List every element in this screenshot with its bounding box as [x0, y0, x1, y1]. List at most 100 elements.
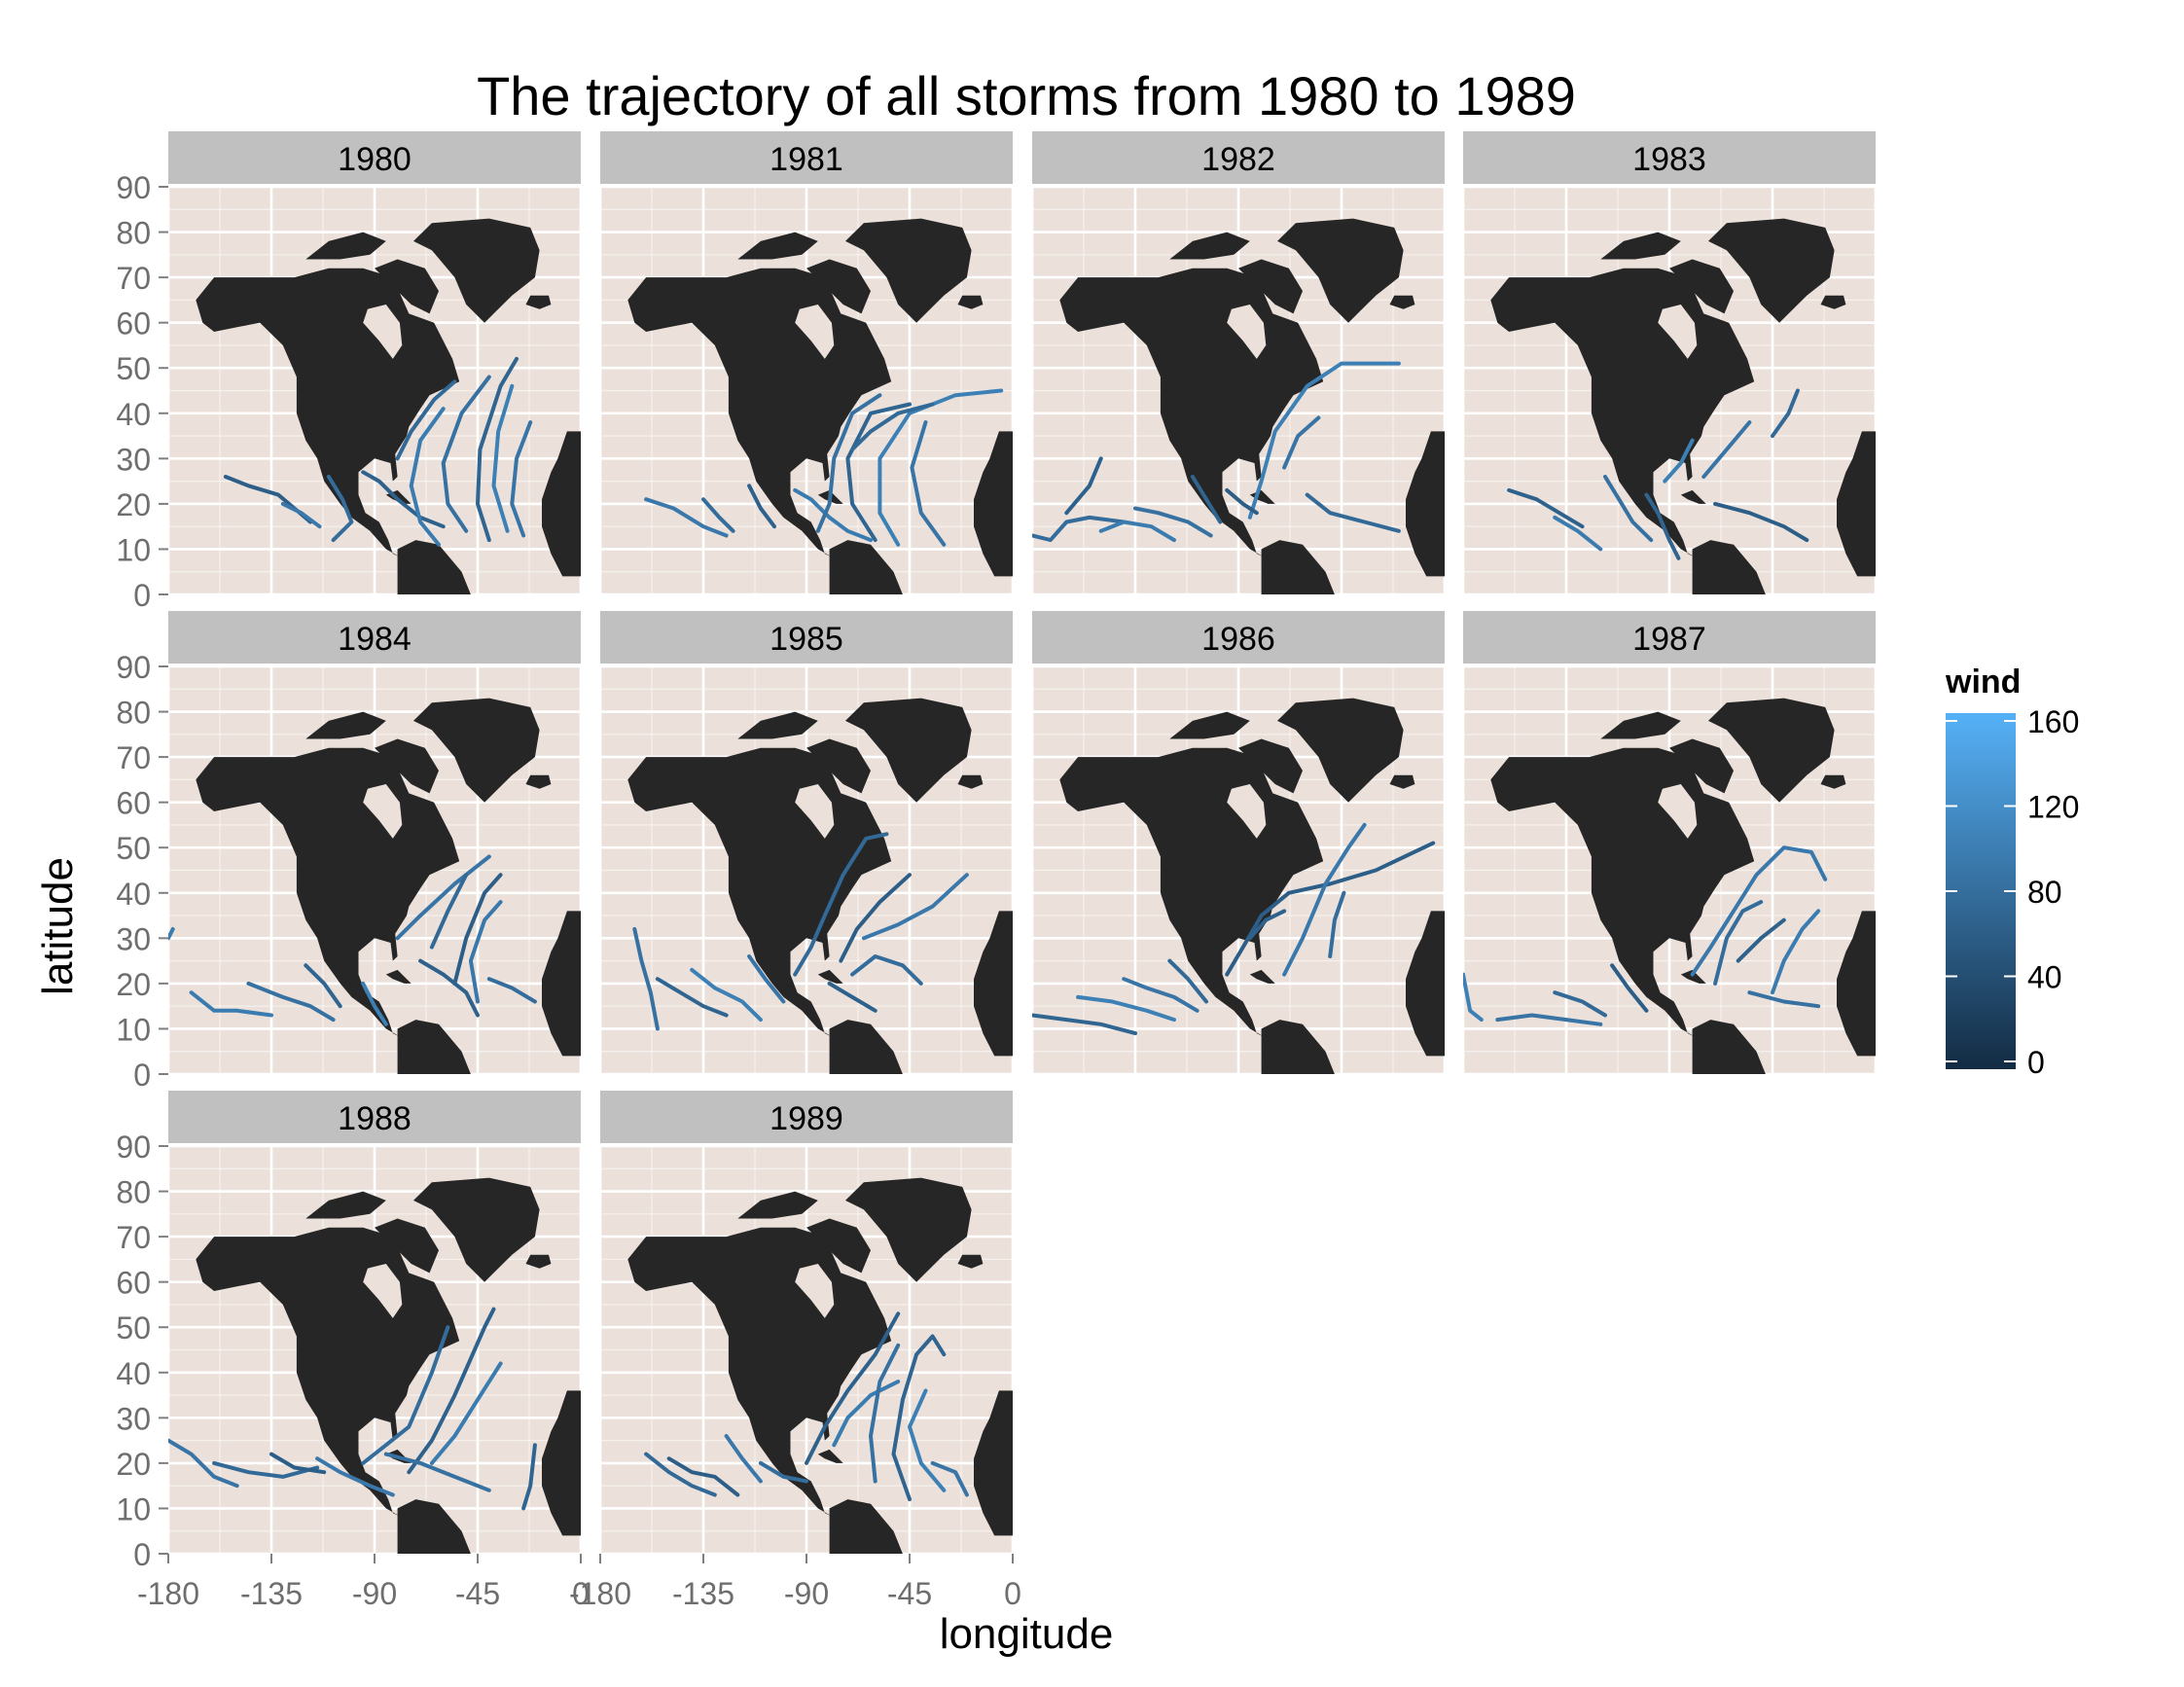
land-south-america — [829, 1499, 903, 1554]
storm-track — [1663, 438, 1695, 484]
land-greenland — [413, 1177, 540, 1282]
storm-track — [1553, 990, 1607, 1018]
storm-track — [304, 963, 342, 1009]
panel-content — [600, 1146, 1013, 1554]
wind-legend: wind 0 40 80 120 160 — [1945, 664, 2079, 1080]
land-hudson-bay — [795, 784, 835, 839]
facet-panels: 1980 1981 1982 1983 1984 1985 1986 1987 1988 1989 — [168, 131, 1876, 1554]
land-cuba — [1680, 489, 1706, 504]
land-hudson-bay — [1227, 784, 1267, 839]
land-baffin — [806, 1218, 871, 1274]
x-tick-label: -180 — [569, 1576, 631, 1611]
y-axis-label: latitude — [34, 857, 82, 995]
y-tick-label: 40 — [116, 1356, 151, 1391]
land-baffin — [1669, 259, 1734, 314]
land-arctic-islands — [1600, 711, 1681, 739]
legend-title: wind — [1945, 664, 2021, 700]
land-arctic-islands — [1169, 232, 1250, 260]
storm-track — [1736, 917, 1786, 963]
facet-panel-1985: 1985 — [600, 611, 1013, 1074]
facet-strip-label: 1987 — [1632, 621, 1706, 658]
land-africa — [974, 431, 1013, 577]
y-tick-label: 70 — [116, 740, 151, 775]
legend-break-label: 80 — [2027, 875, 2062, 910]
storm-track — [1610, 963, 1649, 1013]
y-tick-label: 80 — [116, 696, 151, 731]
land-baffin — [806, 738, 871, 794]
x-tick-label: -45 — [887, 1576, 932, 1611]
storm-track — [1076, 994, 1176, 1023]
storm-track — [644, 497, 729, 538]
storm-track — [407, 1307, 496, 1475]
panel-content — [1032, 666, 1445, 1074]
storm-track — [815, 393, 882, 533]
storm-track — [1495, 1013, 1603, 1026]
y-tick-label: 50 — [116, 351, 151, 386]
land-africa — [1837, 431, 1876, 577]
storm-track — [383, 1452, 491, 1492]
facet-strip-label: 1983 — [1632, 141, 1706, 178]
y-tick-label: 30 — [116, 442, 151, 477]
storm-track — [861, 873, 969, 941]
facet-strip — [168, 131, 581, 184]
facet-panel-1987: 1987 — [1463, 611, 1876, 1074]
storm-track — [1328, 890, 1346, 958]
land-africa — [974, 911, 1013, 1057]
land-hudson-bay — [363, 1264, 403, 1318]
land-africa — [542, 911, 581, 1057]
storm-track — [476, 356, 519, 543]
y-tick-label: 70 — [116, 1220, 151, 1255]
y-tick-label: 50 — [116, 831, 151, 866]
storm-track — [1167, 958, 1208, 1004]
facet-strip-label: 1985 — [770, 621, 843, 658]
facet-strip — [600, 1091, 1013, 1143]
storm-track — [1713, 900, 1764, 986]
land-arctic-islands — [1600, 232, 1681, 260]
legend-break-label: 0 — [2027, 1045, 2045, 1080]
storm-track — [1122, 977, 1199, 1013]
storm-track — [1032, 1013, 1137, 1036]
storm-track — [418, 958, 480, 1018]
storm-track — [1247, 361, 1401, 520]
facet-panel-1986: 1986 — [1032, 611, 1445, 1074]
x-tick-label: -45 — [455, 1576, 500, 1611]
y-tick-label: 60 — [116, 786, 151, 821]
land-iceland — [957, 1254, 984, 1269]
storm-track — [930, 1460, 969, 1497]
land-africa — [1837, 911, 1876, 1057]
facet-panel-1989: 1989 — [600, 1091, 1013, 1554]
y-tick-label: 80 — [116, 1175, 151, 1210]
facet-strip-label: 1989 — [770, 1100, 843, 1137]
land-iceland — [1820, 774, 1846, 789]
storm-track — [850, 954, 923, 986]
legend-break-label: 120 — [2027, 790, 2079, 825]
storm-track — [510, 420, 533, 538]
land-baffin — [1238, 738, 1303, 794]
storm-track — [850, 402, 935, 451]
facet-strip — [1463, 131, 1876, 184]
storm-track — [1133, 506, 1213, 538]
land-hudson-bay — [363, 784, 403, 839]
land-baffin — [806, 259, 871, 314]
land-africa — [1406, 431, 1445, 577]
storm-track — [361, 470, 446, 529]
storm-track — [1690, 845, 1828, 977]
storm-track — [1507, 487, 1585, 529]
facet-panel-1980: 1980 — [168, 131, 581, 594]
facet-panel-1983: 1983 — [1463, 131, 1876, 594]
land-baffin — [1669, 738, 1734, 794]
facet-panel-1988: 1988 — [168, 1091, 581, 1554]
x-tick-label: -90 — [784, 1576, 829, 1611]
panel-content — [168, 666, 581, 1074]
y-tick-label: 20 — [116, 967, 151, 1002]
storm-track — [724, 1434, 763, 1484]
land-iceland — [1389, 774, 1415, 789]
storm-track — [1247, 909, 1287, 941]
storm-track — [827, 981, 877, 1013]
x-tick-label: -180 — [137, 1576, 199, 1611]
land-iceland — [1820, 295, 1846, 309]
storm-track — [468, 900, 503, 1004]
land-baffin — [375, 1218, 439, 1274]
storm-track — [395, 379, 457, 461]
panel-content — [168, 187, 581, 594]
